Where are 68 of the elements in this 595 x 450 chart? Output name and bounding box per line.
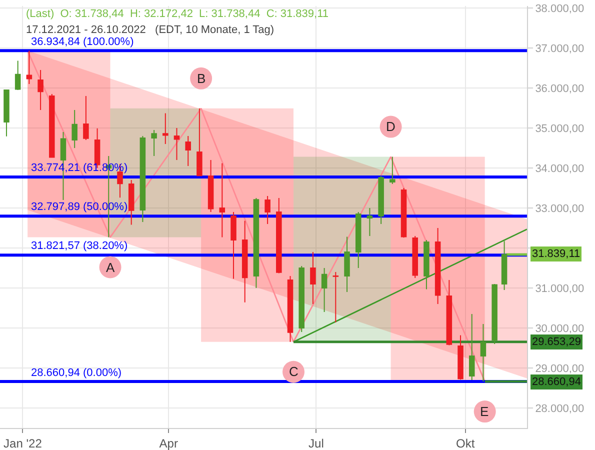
- candlestick: [196, 108, 202, 176]
- candlestick: [378, 176, 384, 224]
- y-tick-label: 31.000,00: [535, 282, 584, 295]
- candlestick: [332, 272, 339, 323]
- candlestick: [458, 334, 464, 380]
- candlestick: [208, 160, 214, 212]
- candlestick: [468, 314, 475, 380]
- candlestick: [412, 236, 418, 278]
- candlestick: [501, 240, 508, 290]
- series-label: 28.660,94: [532, 376, 581, 388]
- candlestick: [162, 112, 168, 144]
- y-tick-label: 30.000,00: [535, 322, 584, 335]
- annotation: D: [386, 119, 396, 134]
- candlestick: [151, 130, 157, 156]
- candlestick: [219, 162, 226, 238]
- candlestick: [298, 266, 304, 332]
- y-tick-label: 36.000,00: [535, 82, 584, 95]
- candlestick: [321, 268, 328, 312]
- ref-line-label: 36.934,84 (100.00%): [31, 36, 134, 48]
- candlestick: [400, 188, 407, 238]
- candlestick: [38, 70, 44, 110]
- candlestick: [242, 220, 248, 303]
- candlestick: [4, 89, 10, 137]
- annotation: A: [106, 260, 115, 275]
- annotation: B: [197, 71, 206, 86]
- candlestick: [230, 212, 236, 280]
- x-tick-label: Apr: [159, 436, 178, 450]
- candlestick: [14, 60, 21, 90]
- candlestick: [185, 136, 191, 166]
- y-tick-label: 38.000,00: [535, 2, 584, 15]
- candlestick: [264, 196, 270, 224]
- x-tick-label: Jan '22: [4, 436, 42, 450]
- y-tick-label: 33.000,00: [535, 202, 584, 215]
- candlestick: [355, 212, 362, 268]
- candlestick: [26, 50, 32, 84]
- ref-line-label: 28.660,94 (0.00%): [31, 367, 122, 379]
- candlestick: [492, 284, 498, 344]
- series-label: 31.839,11: [532, 248, 580, 260]
- candlestick: [276, 198, 282, 274]
- series-label: 29.653,29: [532, 336, 581, 348]
- candlestick: [140, 136, 146, 222]
- y-tick-label: 34.000,00: [535, 162, 584, 175]
- candlestick: [49, 94, 55, 158]
- candlestick: [424, 240, 430, 290]
- candlestick: [446, 280, 452, 346]
- candlestick: [434, 228, 441, 304]
- text: 17.12.2021 - 26.10.2022 (EDT, 10 Monate, 1 Tag): [26, 24, 274, 36]
- y-tick-label: 37.000,00: [535, 42, 584, 55]
- y-tick-label: 29.000,00: [535, 362, 584, 375]
- chart-title: (Last) O: 31.738,44 H: 32.172,42 L: 31.738,44 C: 31.839,11: [26, 8, 329, 20]
- candlestick: [174, 128, 180, 160]
- candlestick: [287, 276, 294, 342]
- candlestick: [253, 198, 260, 288]
- ref-line-label: 31.821,57 (38.20%): [31, 240, 128, 252]
- candlestick: [83, 96, 89, 140]
- y-tick-label: 35.000,00: [535, 122, 584, 135]
- candlestick: [310, 252, 316, 304]
- y-tick-label: 28.000,00: [535, 402, 584, 415]
- candlestick: [344, 236, 350, 292]
- annotation: C: [289, 364, 298, 379]
- candlestick: [128, 180, 134, 226]
- x-tick-label: Jul: [308, 436, 324, 450]
- candlestick: [366, 208, 373, 236]
- candlestick: [72, 110, 78, 148]
- candlestick: [480, 324, 486, 382]
- x-tick-label: Okt: [456, 436, 476, 450]
- annotation: E: [480, 404, 489, 419]
- candlestick: [390, 156, 396, 184]
